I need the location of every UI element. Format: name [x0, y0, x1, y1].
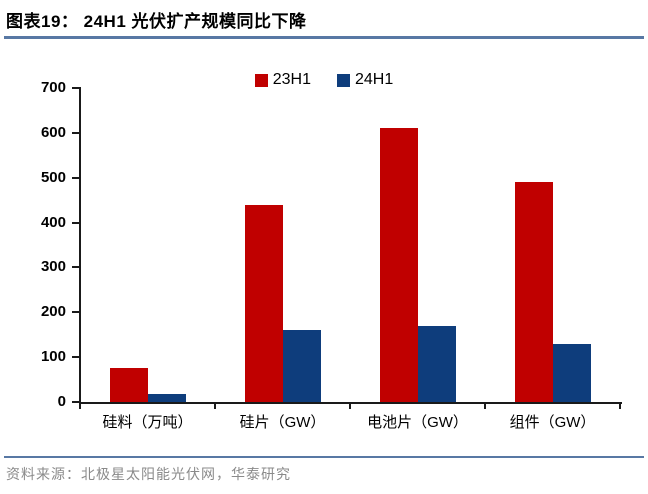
bar-23h1-3 — [379, 128, 418, 402]
x-axis-category-label: 硅料（万吨） — [102, 414, 193, 431]
y-axis-tick-label: 600 — [40, 123, 66, 141]
x-axis-tick — [484, 404, 486, 409]
x-axis-category-label: 组件（GW） — [509, 414, 596, 431]
legend-label-24h1: 24H1 — [355, 71, 394, 88]
y-axis-tick-label: 300 — [40, 258, 66, 276]
x-axis-tick — [349, 404, 351, 409]
title-divider-rule — [4, 36, 644, 39]
legend-swatch-24h1 — [337, 73, 350, 87]
bar-23h1-1 — [109, 368, 148, 402]
y-axis-tick-label: 0 — [57, 393, 66, 410]
y-axis-tick — [72, 311, 80, 314]
x-axis-category-label: 电池片（GW） — [367, 414, 468, 431]
bar-24h1-2 — [282, 330, 321, 402]
chart-legend: 23H1 24H1 — [0, 71, 648, 89]
y-axis-tick — [72, 401, 80, 403]
bar-24h1-3 — [417, 325, 456, 402]
bar-24h1-1 — [147, 394, 186, 402]
y-axis-tick-label: 500 — [40, 168, 66, 186]
legend-swatch-23h1 — [254, 73, 268, 87]
y-axis-line — [79, 87, 81, 404]
x-axis-line — [79, 402, 622, 404]
y-axis-tick — [72, 131, 80, 134]
bar-24h1-4 — [552, 343, 591, 402]
bar-23h1-4 — [514, 182, 553, 402]
legend-item-24h1: 24H1 — [337, 71, 393, 89]
y-axis-tick — [72, 176, 80, 179]
x-axis-tick — [214, 404, 216, 409]
bar-23h1-2 — [244, 204, 283, 402]
y-axis-tick — [72, 87, 80, 89]
x-axis-tick — [79, 404, 81, 409]
legend-item-23h1: 23H1 — [254, 71, 311, 89]
y-axis-tick — [72, 356, 80, 359]
y-axis-tick-label: 200 — [40, 303, 66, 321]
legend-label-23h1: 23H1 — [272, 71, 311, 88]
footer-divider-rule — [4, 456, 644, 458]
chart-title: 图表19： 24H1 光伏扩产规模同比下降 — [6, 12, 307, 31]
y-axis-tick — [72, 266, 80, 269]
x-axis-category-label: 硅片（GW） — [239, 414, 326, 431]
y-axis-tick — [72, 221, 80, 224]
x-axis-tick — [619, 404, 621, 409]
y-axis-tick-label: 700 — [40, 79, 66, 96]
y-axis-tick-label: 100 — [40, 348, 66, 366]
y-axis-tick-label: 400 — [40, 213, 66, 231]
source-note: 资料来源：北极星太阳能光伏网，华泰研究 — [6, 466, 291, 482]
